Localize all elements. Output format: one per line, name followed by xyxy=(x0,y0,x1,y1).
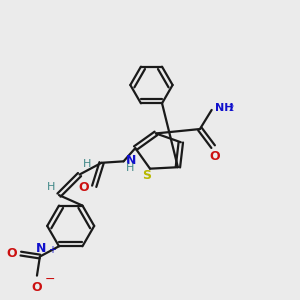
Text: H: H xyxy=(47,182,56,192)
Text: 2: 2 xyxy=(228,104,233,113)
Text: O: O xyxy=(7,247,17,260)
Text: O: O xyxy=(209,150,220,163)
Text: H: H xyxy=(126,163,134,173)
Text: −: − xyxy=(45,273,56,286)
Text: N: N xyxy=(36,242,46,255)
Text: NH: NH xyxy=(215,103,234,113)
Text: O: O xyxy=(32,281,42,294)
Text: O: O xyxy=(78,181,89,194)
Text: H: H xyxy=(82,159,91,169)
Text: +: + xyxy=(48,245,56,255)
Text: S: S xyxy=(142,169,151,182)
Text: N: N xyxy=(126,154,136,167)
